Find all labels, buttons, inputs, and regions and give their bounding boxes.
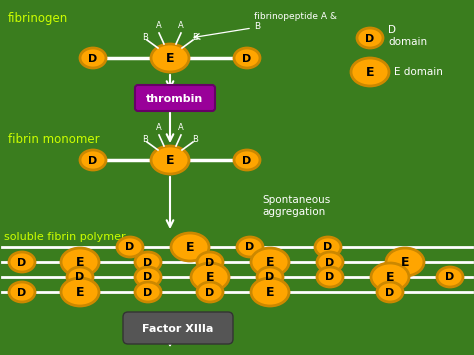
Ellipse shape <box>171 233 209 261</box>
Text: E: E <box>266 286 274 299</box>
Ellipse shape <box>237 237 263 257</box>
Text: D: D <box>88 54 98 64</box>
FancyBboxPatch shape <box>123 312 233 344</box>
Ellipse shape <box>197 252 223 272</box>
Text: D: D <box>385 288 395 297</box>
Ellipse shape <box>80 150 106 170</box>
Text: D: D <box>18 257 27 268</box>
Text: A: A <box>156 21 162 30</box>
Ellipse shape <box>317 267 343 287</box>
Text: D: D <box>242 155 252 165</box>
Ellipse shape <box>135 267 161 287</box>
Text: B: B <box>142 136 148 144</box>
Text: D: D <box>246 242 255 252</box>
Text: D: D <box>205 257 215 268</box>
Ellipse shape <box>251 278 289 306</box>
Text: D: D <box>75 273 85 283</box>
Ellipse shape <box>151 146 189 174</box>
Ellipse shape <box>257 267 283 287</box>
Text: fibrin monomer: fibrin monomer <box>8 133 100 146</box>
Ellipse shape <box>9 282 35 302</box>
Text: D: D <box>446 273 455 283</box>
FancyBboxPatch shape <box>135 85 215 111</box>
Text: E: E <box>76 286 84 299</box>
Ellipse shape <box>191 263 229 291</box>
Text: B: B <box>142 33 148 43</box>
Text: E: E <box>401 256 409 269</box>
Text: D
domain: D domain <box>388 25 427 47</box>
Text: D: D <box>143 273 153 283</box>
Text: E: E <box>166 154 174 167</box>
Ellipse shape <box>437 267 463 287</box>
Text: D: D <box>265 273 274 283</box>
Text: E: E <box>386 271 394 284</box>
Ellipse shape <box>251 248 289 276</box>
Text: fibrinogen: fibrinogen <box>8 12 68 25</box>
Text: fibrinopeptide A &
B: fibrinopeptide A & B <box>254 12 337 31</box>
Text: D: D <box>18 288 27 297</box>
Text: E: E <box>366 66 374 79</box>
Text: soluble fibrin polymer: soluble fibrin polymer <box>4 232 126 242</box>
Ellipse shape <box>234 48 260 68</box>
Text: E: E <box>186 241 194 254</box>
Ellipse shape <box>61 278 99 306</box>
Ellipse shape <box>357 28 383 48</box>
Ellipse shape <box>135 252 161 272</box>
Text: D: D <box>325 257 335 268</box>
Ellipse shape <box>80 48 106 68</box>
Text: D: D <box>205 288 215 297</box>
Ellipse shape <box>377 282 403 302</box>
Text: E: E <box>76 256 84 269</box>
Ellipse shape <box>117 237 143 257</box>
Text: D: D <box>365 33 374 44</box>
Text: D: D <box>242 54 252 64</box>
Ellipse shape <box>151 44 189 72</box>
Text: D: D <box>88 155 98 165</box>
Text: B: B <box>192 136 198 144</box>
Text: E domain: E domain <box>394 67 443 77</box>
Text: A: A <box>178 21 184 30</box>
Text: Factor XIIIa: Factor XIIIa <box>142 324 214 334</box>
Text: B: B <box>192 33 198 43</box>
Text: D: D <box>143 257 153 268</box>
Text: A: A <box>156 123 162 132</box>
Text: E: E <box>266 256 274 269</box>
Ellipse shape <box>9 252 35 272</box>
Ellipse shape <box>61 248 99 276</box>
Text: D: D <box>323 242 333 252</box>
Text: D: D <box>126 242 135 252</box>
Ellipse shape <box>135 282 161 302</box>
Ellipse shape <box>371 263 409 291</box>
Ellipse shape <box>315 237 341 257</box>
Text: A: A <box>178 123 184 132</box>
Ellipse shape <box>317 252 343 272</box>
Ellipse shape <box>67 267 93 287</box>
Ellipse shape <box>386 248 424 276</box>
Ellipse shape <box>234 150 260 170</box>
Ellipse shape <box>197 282 223 302</box>
Text: E: E <box>206 271 214 284</box>
Text: Spontaneous
aggregation: Spontaneous aggregation <box>262 195 330 217</box>
Text: D: D <box>143 288 153 297</box>
Ellipse shape <box>351 58 389 86</box>
Text: D: D <box>325 273 335 283</box>
Text: thrombin: thrombin <box>146 94 204 104</box>
Text: E: E <box>166 52 174 65</box>
